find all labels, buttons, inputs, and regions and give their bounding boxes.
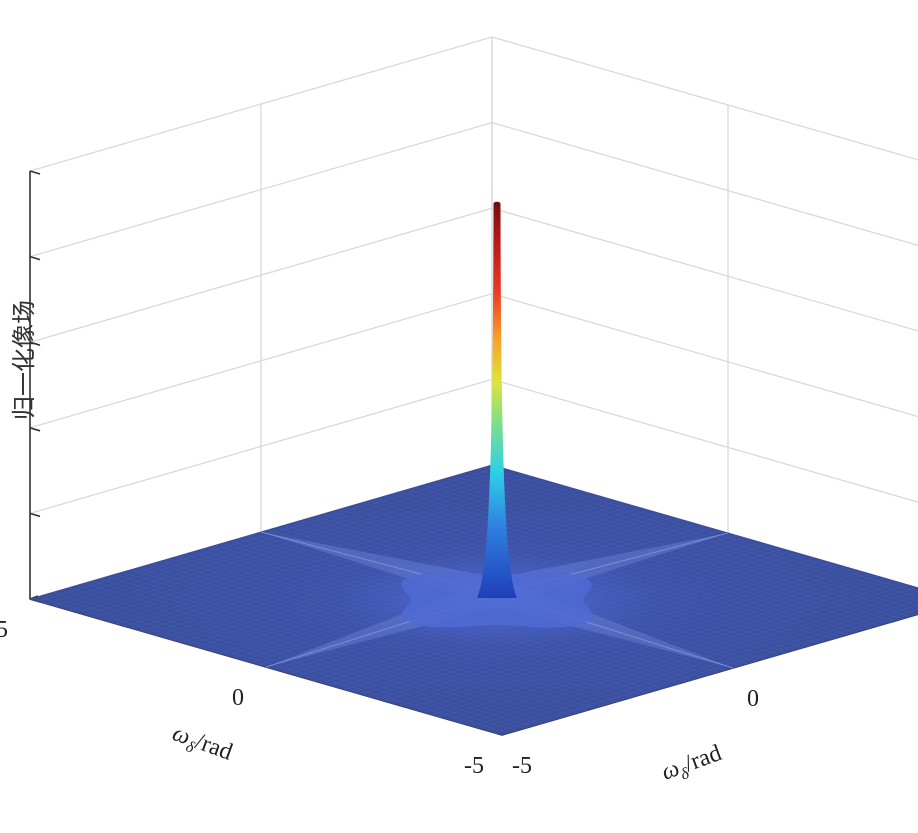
surface-mesh-line — [446, 584, 909, 720]
surface-mesh-line — [454, 587, 917, 722]
front-right-tick-label: 0 — [747, 686, 759, 712]
z-tick — [29, 255, 41, 261]
label-unit: /rad — [681, 740, 725, 777]
surface-mesh-line — [91, 580, 564, 718]
surface-mesh-line — [99, 578, 572, 716]
z-tick — [29, 170, 41, 175]
surface-mesh-line — [431, 580, 894, 715]
surface-mesh-line — [478, 600, 918, 729]
front-left-tick-label: 0 — [232, 685, 244, 711]
grid-line-z — [29, 36, 918, 172]
surface-mesh-line — [470, 595, 918, 727]
grid-line-z — [29, 207, 918, 343]
surface-mesh-line — [439, 582, 902, 718]
surface-peak — [477, 204, 517, 598]
grid-line-z — [29, 293, 918, 429]
front-left-axis-label: ωδ/rad — [168, 720, 236, 769]
surface-center-skirt — [401, 572, 593, 628]
surface-mesh-line — [83, 583, 556, 720]
surface-mesh-line — [53, 592, 526, 729]
surface-layer — [28, 201, 918, 736]
front-right-tick-label: -5 — [512, 753, 532, 779]
front-right-axis-label: ωδ/rad — [658, 740, 726, 789]
surface-mesh-line — [76, 585, 549, 722]
z-axis-label: 归一化像场 — [10, 300, 38, 420]
grid-line-z — [29, 121, 918, 258]
z-tick — [29, 341, 41, 346]
surface-mesh-line — [68, 587, 541, 725]
surface-mesh-line — [106, 576, 580, 713]
front-left-tick-label: 5 — [0, 617, 8, 643]
front-left-tick-label: -5 — [464, 753, 484, 779]
label-unit: /rad — [192, 729, 236, 766]
surface-mesh-line — [60, 589, 533, 727]
surface-peak-tip — [493, 201, 501, 207]
surface-mesh-line — [462, 591, 918, 724]
z-tick — [29, 427, 41, 432]
z-tick — [29, 512, 41, 518]
